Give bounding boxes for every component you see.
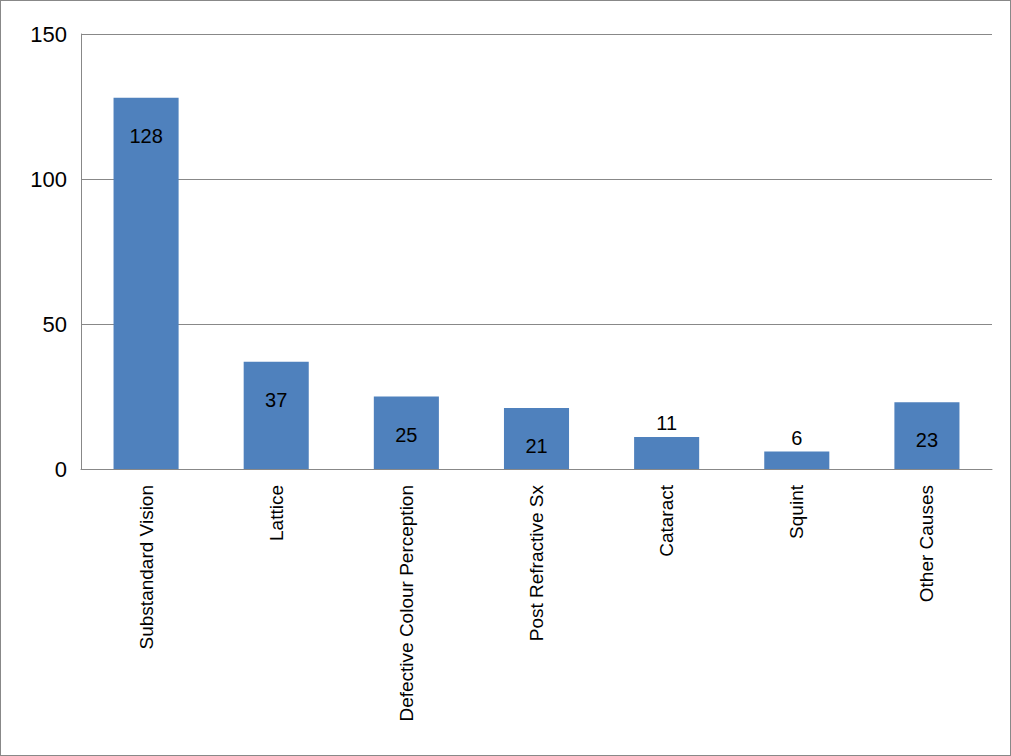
svg-text:100: 100 bbox=[30, 167, 67, 192]
svg-text:150: 150 bbox=[30, 22, 67, 47]
svg-text:Cataract: Cataract bbox=[656, 484, 677, 557]
svg-text:Substandard Vision: Substandard Vision bbox=[136, 485, 157, 649]
svg-text:37: 37 bbox=[265, 389, 287, 411]
svg-text:21: 21 bbox=[525, 435, 547, 457]
svg-text:50: 50 bbox=[43, 312, 67, 337]
svg-text:128: 128 bbox=[129, 125, 162, 147]
svg-text:Defective Colour Perception: Defective Colour Perception bbox=[396, 485, 417, 722]
svg-text:Other Causes: Other Causes bbox=[916, 485, 937, 602]
svg-text:6: 6 bbox=[791, 427, 802, 449]
svg-text:11: 11 bbox=[656, 412, 677, 434]
svg-text:23: 23 bbox=[916, 429, 938, 451]
svg-text:Lattice: Lattice bbox=[266, 485, 287, 541]
svg-text:25: 25 bbox=[395, 424, 417, 446]
svg-text:Squint: Squint bbox=[786, 484, 807, 539]
svg-text:0: 0 bbox=[55, 457, 67, 482]
svg-text:Post Refractive Sx: Post Refractive Sx bbox=[526, 485, 547, 642]
